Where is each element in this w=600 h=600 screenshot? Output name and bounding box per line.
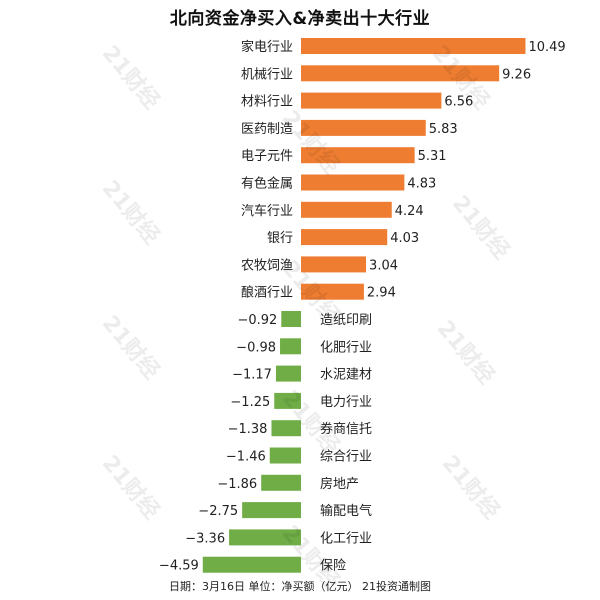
- bar-11: [281, 311, 301, 327]
- value-label: −1.17: [232, 368, 272, 383]
- category-label: 医药制造: [241, 122, 293, 137]
- bar-10: [301, 283, 364, 300]
- bar-2: [301, 65, 500, 82]
- bar-3: [301, 92, 442, 109]
- category-label: 电子元件: [241, 149, 293, 164]
- category-label: 汽车行业: [241, 203, 293, 219]
- value-label: 4.24: [395, 204, 424, 219]
- category-label: 保险: [320, 559, 346, 574]
- value-label: 9.26: [502, 67, 531, 82]
- value-label: −1.38: [228, 422, 268, 437]
- value-label: 3.04: [369, 258, 398, 273]
- bar-12: [280, 338, 301, 355]
- value-label: 10.49: [528, 40, 565, 55]
- bar-19: [229, 529, 301, 546]
- category-label: 输配电气: [320, 503, 372, 519]
- category-label: 水泥建材: [320, 368, 372, 383]
- value-label: −0.92: [237, 313, 277, 328]
- value-label: −1.46: [226, 450, 266, 465]
- bar-9: [301, 256, 367, 273]
- value-label: −3.36: [185, 531, 225, 546]
- value-label: 2.94: [367, 286, 396, 301]
- bar-14: [274, 392, 301, 409]
- category-label: 有色金属: [241, 176, 293, 192]
- category-label: 化肥行业: [320, 340, 372, 355]
- bar-16: [269, 447, 301, 464]
- category-label: 农牧饲渔: [241, 258, 293, 273]
- bar-20: [202, 556, 301, 573]
- value-label: −4.59: [159, 559, 199, 574]
- value-label: −2.75: [198, 504, 238, 519]
- value-label: 5.31: [418, 149, 447, 164]
- value-label: −0.98: [236, 340, 276, 355]
- bar-17: [261, 474, 301, 491]
- bar-7: [301, 201, 392, 218]
- bar-4: [301, 119, 426, 136]
- category-label: 电力行业: [320, 395, 372, 410]
- bar-6: [301, 174, 405, 191]
- value-label: 5.83: [429, 122, 458, 137]
- category-label: 机械行业: [241, 67, 293, 82]
- category-label: 家电行业: [241, 39, 293, 55]
- value-label: 6.56: [444, 95, 473, 110]
- bar-1: [301, 38, 526, 54]
- category-label: 化工行业: [320, 531, 372, 546]
- value-label: 4.83: [407, 177, 436, 192]
- value-label: 4.03: [390, 231, 419, 246]
- category-label: 银行: [267, 231, 293, 246]
- bar-13: [275, 365, 301, 382]
- bar-8: [301, 229, 388, 246]
- bar-15: [271, 420, 301, 437]
- value-label: −1.86: [217, 477, 257, 492]
- category-label: 酿酒行业: [241, 285, 293, 301]
- category-label: 房地产: [320, 476, 359, 492]
- category-label: 券商信托: [320, 421, 372, 437]
- category-label: 综合行业: [320, 450, 372, 465]
- category-label: 材料行业: [241, 95, 293, 110]
- chart-footer: 日期：3月16日 单位：净买额（亿元） 21投资通制图: [169, 580, 431, 593]
- category-label: 造纸印刷: [320, 313, 372, 328]
- bar-5: [301, 147, 415, 164]
- value-label: −1.25: [230, 395, 270, 410]
- bar-18: [242, 502, 301, 519]
- chart-title: 北向资金净买入&净卖出十大行业: [169, 9, 431, 29]
